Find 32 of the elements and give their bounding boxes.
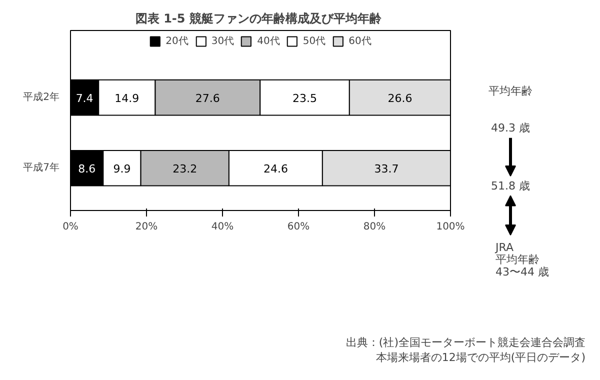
data-label: 27.6 [195, 92, 220, 106]
y-tick-label: 平成2年 [23, 91, 60, 104]
source-note: 出典：(社)全国モーターボート競走会連合会調査 [346, 336, 586, 349]
data-label: 8.6 [78, 162, 96, 176]
y-tick-label: 平成7年 [23, 162, 60, 174]
data-label: 14.9 [114, 92, 140, 106]
x-tick-label: 60% [287, 222, 310, 232]
legend-label: 40代 [257, 35, 280, 48]
legend-label: 60代 [348, 35, 372, 48]
x-tick-label: 100% [436, 222, 465, 232]
x-tick-label: 40% [211, 222, 234, 232]
data-label: 7.4 [76, 92, 94, 106]
text: 平均年齢 [488, 84, 532, 98]
text: JRA [494, 240, 514, 254]
legend-label: 30代 [211, 35, 234, 48]
data-label: 26.6 [388, 92, 412, 106]
chart-title: 図表 1-5 競艇ファンの年齢構成及び平均年齢 [135, 12, 382, 26]
text: 49.3 歳 [491, 122, 530, 135]
text: 43〜44 歳 [496, 265, 549, 278]
text: 51.8 歳 [491, 179, 530, 192]
data-label: 33.7 [374, 162, 399, 176]
text: 平均年齢 [496, 253, 540, 266]
data-label: 9.9 [113, 162, 131, 176]
data-label: 23.5 [292, 92, 318, 106]
x-tick-label: 80% [363, 222, 386, 232]
legend-label: 20代 [166, 35, 188, 48]
legend-label: 50代 [302, 35, 326, 48]
x-tick-label: 20% [135, 222, 158, 232]
data-label: 24.6 [263, 162, 288, 176]
x-tick-label: 0% [62, 222, 78, 232]
data-label: 23.2 [172, 162, 198, 176]
text: 本場来場者の12場での平均(平日のデータ) [376, 351, 586, 364]
